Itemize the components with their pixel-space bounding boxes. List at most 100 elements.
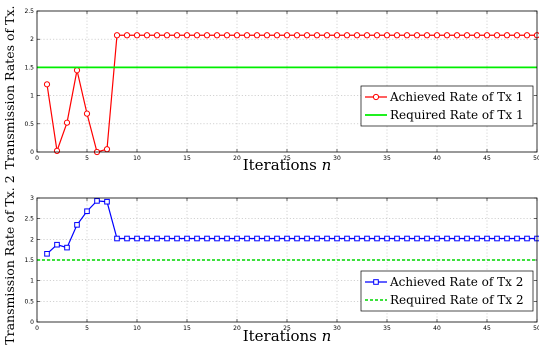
data-point <box>223 32 231 39</box>
data-point <box>374 235 380 242</box>
data-point <box>354 235 360 242</box>
data-point <box>303 32 311 39</box>
y-axis-label: Transmission Rates of Tx. 1 <box>2 0 17 169</box>
y-tick-label: 1 <box>30 93 34 100</box>
x-tick-label: 5 <box>85 155 89 162</box>
x-tick-label: 35 <box>383 155 391 162</box>
data-point <box>473 32 481 39</box>
data-point <box>483 32 491 39</box>
y-tick-label: 1.5 <box>24 257 34 264</box>
x-tick-label: 35 <box>383 325 391 332</box>
y-tick-label: 2.5 <box>24 8 34 15</box>
data-point <box>433 32 441 39</box>
data-point <box>423 32 431 39</box>
data-point <box>444 235 450 242</box>
data-point <box>393 32 401 39</box>
data-point <box>373 32 381 39</box>
data-point <box>383 32 391 39</box>
data-point <box>94 198 100 204</box>
data-point <box>503 32 511 39</box>
data-point <box>133 32 141 39</box>
y-tick-label: 3 <box>30 195 34 202</box>
data-point <box>123 32 131 39</box>
axes-frame <box>36 197 538 323</box>
data-point <box>154 235 160 242</box>
data-point <box>144 235 150 242</box>
data-point <box>164 235 170 242</box>
x-axis-label-variable: n <box>322 156 332 174</box>
data-point <box>454 235 460 242</box>
y-axis-label: Transmission Rate of Tx. 2 <box>2 175 17 344</box>
data-point <box>463 32 471 39</box>
data-point <box>384 235 390 242</box>
data-point <box>343 32 351 39</box>
data-point <box>514 235 520 242</box>
x-tick-label: 40 <box>433 325 441 332</box>
x-tick-label: 50 <box>533 155 539 162</box>
data-point <box>203 32 211 39</box>
data-point <box>443 32 451 39</box>
legend-label: Required Rate of Tx 2 <box>390 293 524 307</box>
data-point <box>283 32 291 39</box>
data-point <box>284 235 290 242</box>
data-point <box>394 235 400 242</box>
data-point <box>213 32 221 39</box>
y-tick-label: 0 <box>30 149 34 156</box>
data-point <box>173 32 181 39</box>
data-point <box>304 235 310 242</box>
data-point <box>293 32 301 39</box>
data-point <box>153 32 161 39</box>
data-point <box>43 81 51 88</box>
data-point <box>84 208 90 215</box>
data-point <box>313 32 321 39</box>
x-tick-label: 0 <box>35 155 39 162</box>
data-point <box>113 32 121 39</box>
x-tick-label: 5 <box>85 325 89 332</box>
x-tick-label: 40 <box>433 155 441 162</box>
data-point <box>194 235 200 242</box>
data-point <box>204 235 210 242</box>
data-point <box>63 119 71 126</box>
x-tick-label: 25 <box>283 155 291 162</box>
y-tick-label: 2.5 <box>24 216 34 223</box>
data-point <box>53 147 61 154</box>
data-point <box>404 235 410 242</box>
data-point <box>523 32 531 39</box>
data-point <box>234 235 240 242</box>
x-tick-label: 45 <box>483 155 491 162</box>
data-point <box>193 32 201 39</box>
series-1 <box>44 198 539 257</box>
data-point <box>464 235 470 242</box>
data-point <box>513 32 521 39</box>
data-point <box>104 198 110 205</box>
data-point <box>363 32 371 39</box>
x-tick-label: 10 <box>133 155 141 162</box>
data-point <box>254 235 260 242</box>
legend-label: Achieved Rate of Tx 1 <box>389 90 523 104</box>
data-point <box>273 32 281 39</box>
data-point <box>143 32 151 39</box>
y-tick-label: 2 <box>30 36 34 43</box>
x-tick-label: 25 <box>283 325 291 332</box>
legend: Achieved Rate of Tx 2 Required Rate of Tx… <box>360 270 534 312</box>
data-point <box>403 32 411 39</box>
data-point <box>524 235 530 242</box>
data-point <box>474 235 480 242</box>
legend-marker <box>372 93 380 101</box>
data-point <box>134 235 140 242</box>
y-tick-label: 1.5 <box>24 64 34 71</box>
data-point <box>494 235 500 242</box>
data-point <box>333 32 341 39</box>
data-point <box>263 32 271 39</box>
data-point <box>264 235 270 242</box>
x-axis-label-text: Iterations <box>243 327 322 345</box>
data-point <box>493 32 501 39</box>
data-point <box>174 235 180 242</box>
y-tick-label: 0.5 <box>24 298 34 305</box>
data-point <box>183 32 191 39</box>
data-point <box>414 235 420 242</box>
axes-frame <box>36 10 538 153</box>
data-point <box>434 235 440 242</box>
data-point <box>214 235 220 242</box>
legend-label: Achieved Rate of Tx 2 <box>389 275 523 289</box>
